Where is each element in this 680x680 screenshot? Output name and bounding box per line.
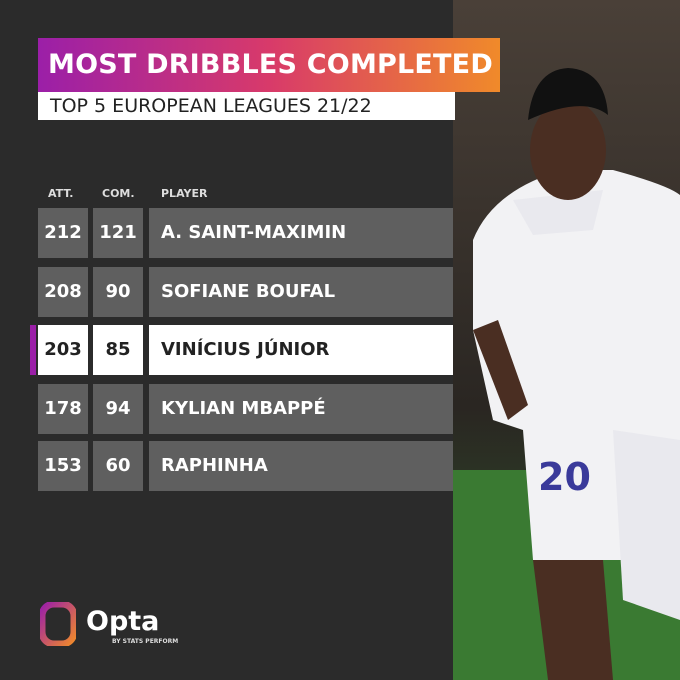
column-header: PLAYER bbox=[161, 187, 208, 200]
att-cell: 203 bbox=[38, 325, 88, 375]
logo-tagline: BY STATS PERFORM bbox=[112, 638, 179, 645]
player-photo: 20 bbox=[453, 0, 680, 680]
title: MOST DRIBBLES COMPLETED bbox=[38, 38, 500, 92]
logo-icon bbox=[40, 602, 76, 646]
player-cell: SOFIANE BOUFAL bbox=[149, 267, 453, 317]
att-cell: 153 bbox=[38, 441, 88, 491]
com-cell: 60 bbox=[93, 441, 143, 491]
highlight-stripe bbox=[30, 325, 36, 375]
com-cell: 121 bbox=[93, 208, 143, 258]
logo-name: Opta bbox=[86, 606, 160, 637]
com-cell: 94 bbox=[93, 384, 143, 434]
att-cell: 178 bbox=[38, 384, 88, 434]
svg-text:20: 20 bbox=[538, 455, 591, 499]
player-cell: VINÍCIUS JÚNIOR bbox=[149, 325, 453, 375]
com-cell: 85 bbox=[93, 325, 143, 375]
player-cell: KYLIAN MBAPPÉ bbox=[149, 384, 453, 434]
subtitle: TOP 5 EUROPEAN LEAGUES 21/22 bbox=[38, 92, 455, 120]
column-header: COM. bbox=[102, 187, 135, 200]
player-cell: A. SAINT-MAXIMIN bbox=[149, 208, 453, 258]
att-cell: 208 bbox=[38, 267, 88, 317]
com-cell: 90 bbox=[93, 267, 143, 317]
column-header: ATT. bbox=[48, 187, 74, 200]
att-cell: 212 bbox=[38, 208, 88, 258]
player-cell: RAPHINHA bbox=[149, 441, 453, 491]
